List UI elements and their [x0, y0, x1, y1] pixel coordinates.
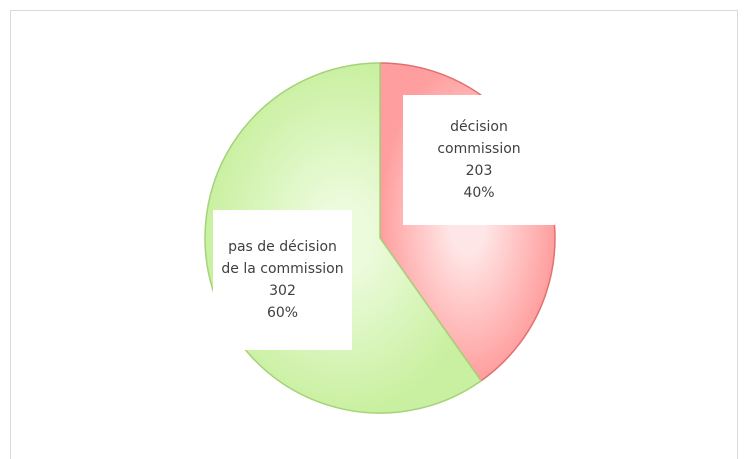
data-label: pas de décision de la commission 302 60%: [213, 210, 352, 350]
label-category: pas de décision de la commission: [221, 239, 344, 277]
label-value: 302: [269, 283, 296, 299]
label-percent: 60%: [266, 305, 299, 321]
label-percent: 40%: [463, 185, 495, 201]
data-label: décision commission 203 40%: [403, 95, 555, 225]
label-category: décision commission: [437, 119, 521, 157]
chart-frame: [10, 10, 738, 459]
label-value: 203: [465, 163, 493, 179]
